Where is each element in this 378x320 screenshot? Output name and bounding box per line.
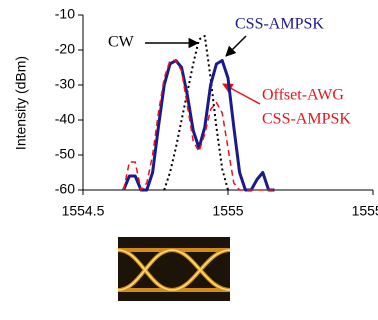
annotation: CSS-AMPSK bbox=[235, 16, 324, 33]
chart: Intensity (dBm) CW CSS-AMPSK Offset-AWG … bbox=[0, 0, 378, 320]
y-tick-label: -20 bbox=[55, 41, 75, 57]
y-tick-label: -30 bbox=[55, 76, 75, 92]
y-axis-label: Intensity (dBm) bbox=[13, 56, 29, 150]
y-tick-label: -40 bbox=[55, 111, 75, 127]
series-line bbox=[124, 61, 275, 191]
annotation: Offset-AWG bbox=[262, 87, 344, 104]
series-line bbox=[124, 61, 275, 191]
x-tick-label: 1555 bbox=[212, 203, 243, 219]
eye-diagram bbox=[118, 237, 230, 301]
arrow bbox=[226, 36, 246, 56]
series-line bbox=[164, 36, 228, 190]
x-tick-label: 1555.5 bbox=[352, 203, 378, 219]
y-tick-label: -10 bbox=[55, 6, 75, 22]
annotation: CSS-AMPSK bbox=[262, 111, 351, 128]
page: {"chart_data": {"type": "line", "y_label… bbox=[0, 0, 378, 320]
annotation: CW bbox=[108, 34, 135, 51]
y-tick-label: -60 bbox=[55, 181, 75, 197]
x-tick-label: 1554.5 bbox=[62, 203, 105, 219]
y-tick-label: -50 bbox=[55, 146, 75, 162]
